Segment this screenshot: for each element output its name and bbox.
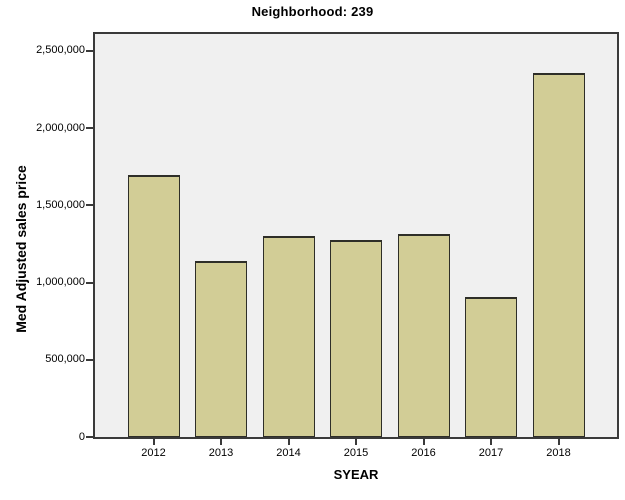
y-tick-mark: [86, 358, 93, 361]
x-tick-mark: [422, 439, 425, 445]
x-tick-label: 2018: [546, 447, 571, 459]
y-tick-mark: [86, 127, 93, 130]
chart-title: Neighborhood: 239: [251, 4, 374, 19]
y-tick-label: 0: [78, 430, 85, 443]
y-tick-label: 2,000,000: [36, 121, 85, 134]
bar-2017: [465, 297, 517, 437]
y-tick-label: 1,000,000: [36, 276, 85, 289]
x-tick-mark: [220, 439, 222, 445]
x-tick-mark: [355, 439, 357, 445]
x-tick-label: 2012: [141, 447, 166, 459]
x-tick-mark: [557, 439, 560, 445]
x-tick-label: 2015: [343, 447, 369, 459]
x-tick-mark: [287, 439, 290, 445]
x-tick-mark: [490, 439, 492, 445]
plot-area: [93, 32, 619, 439]
y-tick-mark: [86, 436, 93, 438]
y-tick-mark: [86, 204, 93, 207]
x-tick-label: 2014: [276, 447, 301, 459]
x-axis-title: SYEAR: [333, 467, 379, 482]
x-tick-label: 2016: [411, 447, 436, 459]
x-tick-label: 2013: [208, 447, 234, 459]
y-tick-label: 500,000: [45, 353, 85, 366]
bar-2016: [397, 233, 450, 437]
y-tick-mark: [86, 281, 93, 284]
bar-2013: [195, 260, 247, 437]
bar-2015: [330, 240, 382, 437]
x-tick-mark: [152, 439, 155, 445]
y-tick-label: 1,500,000: [36, 198, 85, 211]
y-tick-mark: [86, 49, 93, 52]
bar-2014: [262, 236, 315, 437]
y-axis-title: Med Adjusted sales price: [13, 165, 29, 333]
y-tick-label: 2,500,000: [36, 44, 85, 57]
bar-2012: [127, 174, 180, 437]
x-tick-label: 2017: [478, 447, 504, 459]
bar-2018: [532, 72, 585, 437]
